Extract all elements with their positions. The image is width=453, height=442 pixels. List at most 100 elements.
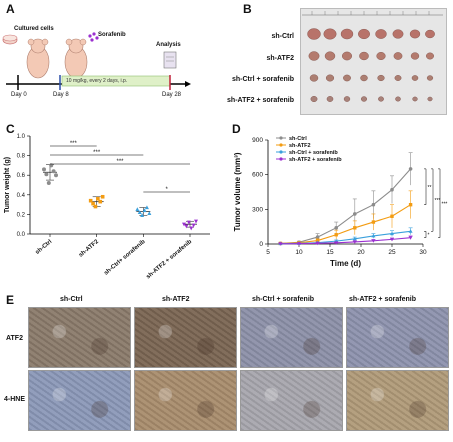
x-tick-label: 5: [266, 249, 270, 256]
legend-marker: [279, 136, 283, 140]
data-point: [44, 172, 49, 177]
tumor-specimen: [412, 96, 418, 102]
drug-dots-icon: [88, 32, 99, 42]
data-point: [352, 240, 357, 244]
data-point: [334, 241, 339, 245]
series-line: [280, 237, 411, 245]
panel-label-a: A: [6, 2, 15, 16]
panel-a-schematic: [2, 32, 191, 90]
x-tick-label: 25: [388, 249, 396, 256]
tumor-specimen: [326, 96, 334, 102]
data-point: [88, 198, 93, 203]
significance-label: ***: [70, 141, 78, 147]
data-point: [390, 187, 394, 192]
y-tick-label: 0.4: [17, 193, 26, 199]
ihc-tile: [134, 370, 237, 431]
data-point: [137, 210, 142, 215]
x-tick-label: sh-ATF2: [78, 239, 100, 259]
tumor-photo: [300, 8, 447, 115]
data-point: [98, 199, 103, 204]
ihc-tile: [134, 307, 237, 368]
tumor-specimen: [358, 28, 370, 40]
ihc-row-4hne: 4-HNE: [4, 396, 26, 403]
data-point: [334, 226, 338, 230]
legend-label: sh-Ctrl + sorafenib: [289, 150, 338, 156]
data-point: [371, 233, 376, 238]
sorafenib-label: Sorafenib: [98, 32, 126, 38]
legend-marker: [279, 157, 283, 161]
tumor-specimen: [375, 29, 387, 39]
data-point: [315, 238, 320, 243]
tumor-specimen: [340, 28, 354, 40]
data-point: [371, 239, 376, 243]
tumor-specimen: [343, 96, 351, 102]
x-tick-label: 15: [326, 249, 334, 256]
tumor-grid: [307, 28, 435, 102]
tumor-specimen: [426, 52, 434, 60]
data-point: [315, 241, 320, 246]
panel-label-d: D: [232, 122, 241, 136]
significance-label: ***: [442, 201, 448, 207]
tumor-weight-chart: 0.0 0.2 0.4 0.6 0.8 1.0 Tumor weight (g) sh-Ctr…: [4, 134, 210, 280]
photo-row-label-1: sh-Ctrl: [271, 33, 294, 40]
tumor-volume-chart: 0 300 600 900 5 10 15 20 25 30 Time (d) Tumor volum…: [233, 136, 448, 268]
significance-label: ***: [435, 198, 441, 204]
tumor-specimen: [360, 96, 368, 102]
data-point: [93, 204, 98, 209]
data-point: [91, 201, 95, 206]
tumor-specimen: [425, 29, 435, 39]
tumor-specimen: [360, 74, 368, 82]
day-8-label: Day 8: [53, 92, 69, 98]
mouse-icon: [26, 38, 50, 79]
tumor-specimen: [325, 74, 335, 82]
data-point: [371, 202, 376, 207]
ihc-tile: [346, 370, 449, 431]
tumor-specimen: [307, 28, 321, 40]
photo-row-label-2: sh-ATF2: [266, 55, 294, 62]
data-point: [315, 235, 320, 239]
tumor-specimen: [342, 51, 352, 61]
significance-label: ***: [93, 150, 101, 156]
x-tick-label: 30: [419, 249, 427, 256]
tumor-specimen: [394, 75, 402, 81]
significance-bracket: [424, 231, 427, 238]
data-point: [147, 211, 152, 216]
photo-row-label-3: sh-Ctrl + sorafenib: [231, 76, 294, 83]
data-point: [46, 181, 51, 186]
data-point: [189, 226, 194, 231]
data-point: [390, 214, 394, 218]
panel-label-b: B: [243, 2, 252, 16]
ihc-tile: [346, 307, 449, 368]
significance-label: *: [165, 187, 168, 193]
data-point: [194, 219, 198, 224]
significance-bracket: [424, 168, 427, 205]
series-line: [280, 204, 411, 244]
tumor-specimen: [395, 96, 401, 102]
data-point: [51, 169, 56, 174]
tumor-specimen: [308, 51, 320, 61]
day-28-label: Day 28: [162, 92, 182, 98]
data-point: [100, 194, 105, 199]
x-tick-label: sh-Ctrl: [35, 239, 54, 256]
data-point: [408, 167, 413, 171]
data-point: [390, 231, 394, 236]
x-axis-title: Time (d): [330, 259, 361, 268]
x-tick-label: 10: [295, 249, 303, 256]
y-tick-label: 0.8: [17, 154, 26, 160]
x-tick-label: 20: [357, 249, 365, 256]
data-point: [352, 236, 357, 241]
legend-label: sh-ATF2: [289, 143, 311, 149]
tumor-specimen: [427, 96, 433, 102]
day-0-label: Day 0: [11, 92, 27, 98]
tumor-specimen: [392, 29, 404, 39]
tumor-specimen: [343, 74, 351, 82]
data-point: [334, 233, 338, 237]
series-line: [280, 168, 412, 244]
significance-bracket: [431, 168, 434, 232]
ihc-column-4: sh-ATF2 + sorafenib: [349, 296, 416, 303]
significance-bracket: [438, 168, 441, 238]
tumor-specimen: [376, 52, 386, 60]
legend-label: sh-Ctrl: [289, 136, 307, 142]
tumor-specimen: [323, 28, 337, 40]
data-point: [408, 236, 413, 240]
